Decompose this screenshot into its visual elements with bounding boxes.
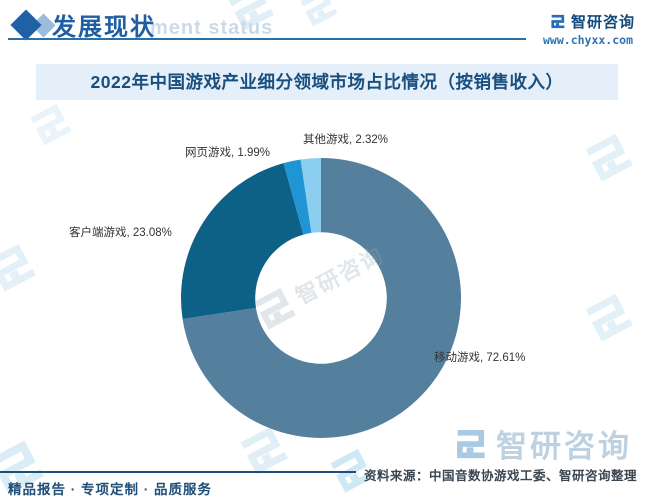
slice-label-other-games: 其他游戏, 2.32% [303,134,388,146]
section-title: 发展现状 [52,14,156,41]
data-source-note: 资料来源：中国音数协游戏工委、智研咨询整理 [364,469,638,483]
brand-name: 智研咨询 [571,14,636,31]
donut-slice-2 [181,163,304,319]
brand-watermark-large: 智研咨询 [452,421,632,466]
slice-label-mobile-games: 移动游戏, 72.61% [434,352,526,364]
brand-url: www.chyxx.com [543,33,634,47]
brand-logo: 智研咨询 [549,11,635,32]
header-watermark-text: ment status [150,17,274,39]
brand-watermark-large-icon [457,429,485,458]
slice-label-web-games: 网页游戏, 1.99% [185,147,270,159]
header-divider [8,38,526,40]
footer-divider [0,471,356,473]
footer-services: 精品报告 · 专项定制 · 品质服务 [8,482,212,497]
donut-slice-3 [283,159,312,235]
brand-watermark-large-text: 智研咨询 [496,429,632,464]
chart-title: 2022年中国游戏产业细分领域市场占比情况（按销售收入） [36,64,618,100]
donut-slice-1 [182,158,462,438]
brand-logo-icon [549,13,566,30]
slice-label-client-games: 客户端游戏, 23.08% [69,227,172,239]
donut-slice-4 [300,158,321,233]
